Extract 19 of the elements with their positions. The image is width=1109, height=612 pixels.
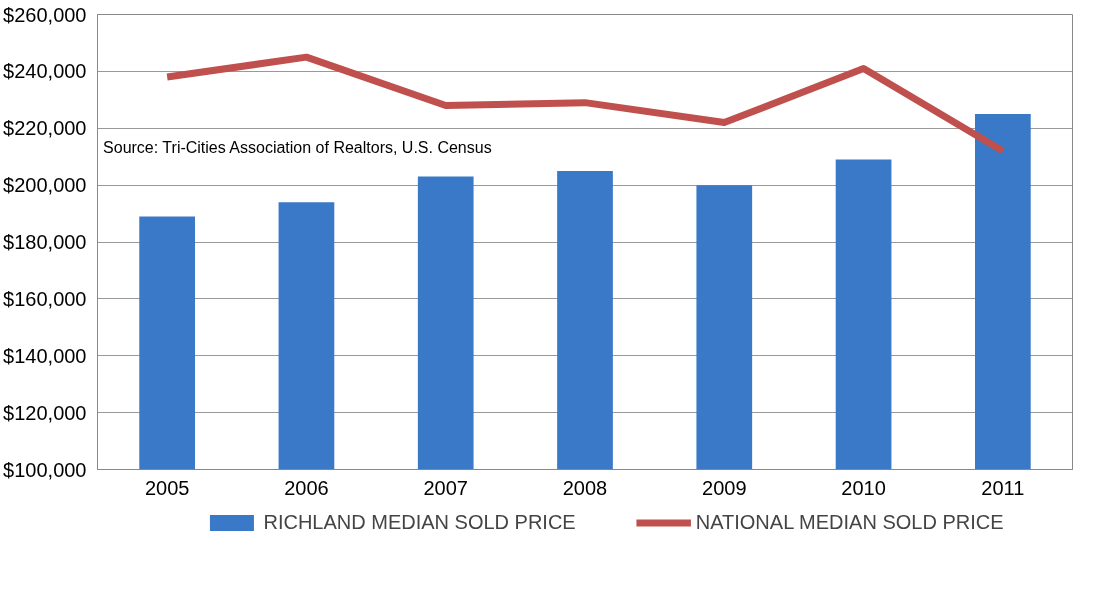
y-tick-label: $140,000 — [3, 344, 87, 367]
y-tick-label: $180,000 — [3, 231, 87, 253]
y-tick-label: $260,000 — [3, 3, 87, 26]
x-tick-label: 2005 — [144, 476, 190, 499]
y-tick-label: $120,000 — [3, 401, 87, 424]
y-tick-label: $100,000 — [3, 458, 87, 481]
x-tick-label: 2007 — [423, 476, 468, 499]
x-tick-label: 2008 — [562, 476, 608, 499]
x-tick-label: 2010 — [841, 476, 886, 499]
x-tick-label: 2009 — [702, 476, 747, 499]
y-tick-label: $160,000 — [3, 287, 87, 310]
annotation: Source: Tri-Cities Association of Realtors, U.S. Census — [103, 138, 492, 156]
legend-label: NATIONAL MEDIAN SOLD PRICE — [695, 510, 1004, 534]
legend-label: RICHLAND MEDIAN SOLD PRICE — [263, 510, 576, 534]
x-tick-label: 2011 — [981, 476, 1025, 499]
y-tick-label: $200,000 — [3, 174, 87, 197]
y-tick-label: $240,000 — [3, 60, 87, 83]
y-tick-label: $220,000 — [3, 117, 87, 140]
x-tick-label: 2006 — [284, 476, 329, 499]
